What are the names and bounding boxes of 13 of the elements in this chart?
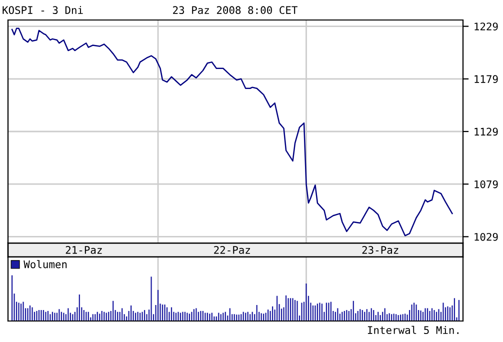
y-tick-label: 1079 [474, 180, 498, 188]
y-tick-label: 1179 [474, 75, 498, 84]
x-tick-label: 23-Paz [362, 246, 398, 254]
y-tick-label: 1129 [474, 128, 498, 136]
y-tick-label: 1029 [474, 232, 498, 241]
chart-subtitle: 23 Paz 2008 8:00 CET [173, 6, 298, 14]
text: Interwal 5 Min. [368, 326, 458, 334]
x-tick-label: 22-Paz [214, 246, 250, 254]
x-tick-label: 21-Paz [66, 246, 102, 254]
chart-title: KOSPI - 3 Dni [2, 6, 83, 14]
legend-label: Wolumen [24, 260, 67, 268]
line-series [11, 28, 453, 236]
y-tick-label: 1229 [474, 22, 498, 30]
